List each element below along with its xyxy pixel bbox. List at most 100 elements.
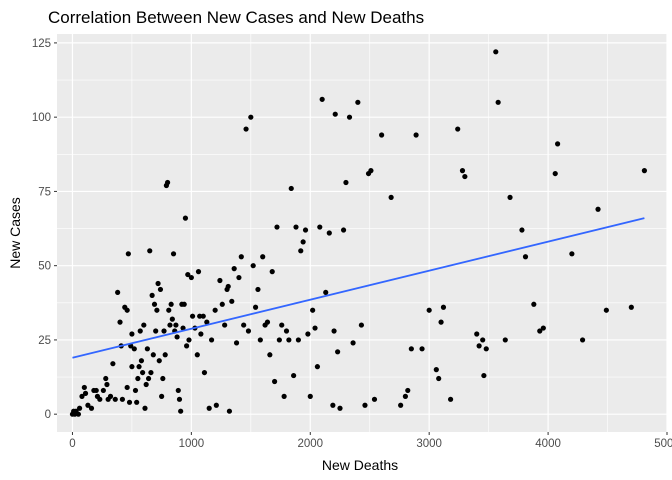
data-point — [595, 206, 601, 212]
y-tick-label: 0 — [45, 409, 51, 421]
data-point — [226, 408, 233, 414]
y-axis: 0 25 50 75 100 125 — [32, 38, 57, 421]
data-point — [140, 369, 146, 376]
data-point — [337, 405, 343, 411]
data-point — [186, 337, 192, 343]
data-point — [362, 402, 368, 408]
data-point — [379, 132, 385, 138]
data-point — [603, 307, 609, 313]
data-point — [436, 375, 442, 382]
data-point — [151, 301, 158, 307]
data-point — [330, 402, 336, 408]
data-point — [419, 346, 425, 352]
data-point — [188, 274, 194, 281]
data-point — [355, 99, 361, 105]
data-point — [157, 286, 164, 293]
data-point — [233, 340, 240, 346]
data-point — [136, 364, 142, 370]
data-point — [480, 337, 486, 343]
data-point — [238, 254, 244, 260]
data-point — [189, 313, 196, 319]
data-point — [531, 301, 537, 307]
data-point — [319, 96, 325, 102]
data-point — [138, 358, 145, 364]
data-point — [110, 361, 116, 367]
data-point — [117, 319, 123, 325]
data-point — [155, 280, 161, 287]
data-point — [250, 263, 256, 269]
data-point — [462, 173, 468, 180]
data-point — [317, 224, 323, 230]
data-point — [326, 230, 332, 236]
data-point — [107, 393, 114, 399]
data-point — [222, 322, 228, 328]
data-point — [371, 396, 378, 402]
data-point — [149, 292, 155, 298]
data-point — [115, 289, 121, 296]
data-point — [276, 337, 282, 343]
data-point — [159, 393, 165, 399]
data-point — [124, 384, 130, 391]
data-point — [310, 307, 316, 313]
data-point — [166, 307, 172, 313]
data-point — [476, 343, 482, 349]
data-point — [212, 307, 218, 313]
data-point — [85, 402, 91, 408]
data-point — [291, 372, 297, 379]
data-point — [455, 126, 461, 132]
data-point — [628, 304, 634, 310]
data-point — [260, 254, 266, 260]
data-point — [433, 367, 439, 373]
data-point — [231, 266, 237, 272]
data-point — [184, 343, 190, 349]
data-point — [229, 298, 235, 304]
data-point — [552, 170, 558, 177]
data-point — [144, 346, 150, 352]
data-point — [540, 325, 546, 331]
data-point — [76, 405, 83, 411]
data-point — [167, 322, 173, 328]
data-point — [181, 301, 187, 307]
data-point — [100, 387, 106, 394]
data-point — [147, 248, 153, 254]
data-point — [204, 319, 210, 325]
data-point — [300, 239, 306, 245]
data-point — [295, 337, 301, 343]
data-point — [150, 352, 156, 358]
data-point — [413, 132, 419, 138]
data-point — [502, 337, 508, 343]
y-tick-label: 25 — [38, 335, 51, 347]
data-point — [81, 384, 87, 391]
data-point — [519, 227, 525, 233]
data-point — [314, 364, 321, 370]
data-point — [408, 346, 414, 352]
data-point — [176, 396, 183, 402]
data-point — [175, 387, 181, 394]
data-point — [641, 168, 648, 174]
data-point — [248, 114, 254, 120]
data-point — [197, 313, 203, 319]
data-point — [398, 402, 404, 408]
data-point — [272, 378, 278, 385]
data-point — [483, 346, 489, 352]
data-point — [217, 277, 223, 284]
data-point — [555, 141, 561, 147]
x-tick-label: 3000 — [416, 438, 442, 450]
data-point — [169, 316, 175, 322]
data-point — [402, 393, 409, 399]
data-point — [236, 274, 242, 281]
x-tick-label: 4000 — [535, 438, 561, 450]
data-point — [288, 185, 294, 192]
data-point — [481, 372, 487, 379]
data-point — [79, 393, 85, 399]
data-point — [283, 328, 290, 334]
y-tick-label: 125 — [32, 38, 51, 50]
data-point — [225, 283, 231, 290]
data-point — [126, 399, 133, 405]
data-point — [97, 396, 103, 402]
data-point — [264, 319, 271, 325]
x-axis-title: New Deaths — [322, 457, 398, 473]
data-point — [164, 179, 171, 186]
data-point — [245, 328, 252, 334]
